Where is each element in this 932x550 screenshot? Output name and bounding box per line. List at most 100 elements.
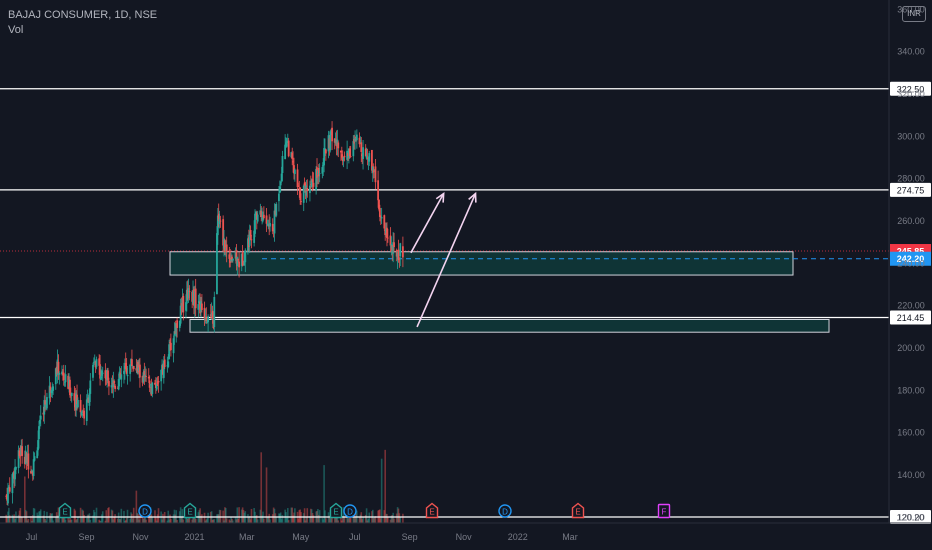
volume-bar (52, 520, 54, 523)
candle-body (340, 150, 342, 153)
candle-body (365, 155, 368, 159)
x-tick-label: 2021 (184, 532, 204, 542)
volume-bar (44, 518, 46, 523)
candle-body (222, 219, 225, 246)
volume-bar (194, 518, 197, 523)
volume-bar (317, 514, 320, 523)
volume-bar (385, 513, 387, 523)
volume-bar (70, 519, 73, 523)
symbol-title[interactable]: BAJAJ CONSUMER, 1D, NSE (8, 9, 158, 21)
candle-body (107, 370, 109, 380)
currency-badge[interactable]: INR (902, 6, 926, 22)
candle-body (286, 141, 288, 143)
level-badge-label: 120.20 (897, 512, 925, 522)
candle-body (337, 142, 340, 149)
candle-body (14, 467, 16, 480)
candle-body (155, 384, 158, 390)
volume-bar (322, 519, 325, 523)
volume-bar (237, 518, 239, 523)
volume-bar (101, 514, 103, 523)
candle-body (143, 370, 146, 378)
candle-body (299, 187, 302, 200)
future-event-marker (657, 503, 671, 519)
candle-body (402, 246, 404, 258)
volume-indicator-label[interactable]: Vol (8, 24, 24, 36)
candle-body (58, 372, 61, 375)
candle-body (76, 394, 78, 405)
candle-body (167, 361, 170, 367)
price-axis[interactable]: 120.00 140.00 160.00 180.00 200.00 220.00 240.… (888, 0, 925, 523)
volume-bar (361, 519, 363, 523)
volume-bar (360, 512, 363, 523)
time-axis[interactable]: Jul Sep Nov 2021 Mar May Jul Sep Nov 2022 Mar (0, 522, 932, 542)
price-badge (890, 251, 931, 266)
volume-bar (5, 514, 7, 523)
volume-bar (33, 508, 36, 523)
volume-bar (389, 519, 392, 523)
volume-bar (166, 520, 169, 523)
volume-bar (108, 507, 110, 523)
candle-body (273, 210, 276, 234)
volume-bar (176, 520, 178, 523)
volume-bar (279, 512, 282, 523)
event-marker-label: E (429, 508, 434, 517)
candle-body (194, 288, 197, 309)
volume-bar (305, 517, 308, 523)
volume-bar (310, 508, 312, 523)
volume-bar (76, 518, 78, 523)
volume-bar (392, 512, 394, 523)
volume-bar (125, 518, 128, 523)
candle-body (296, 169, 299, 187)
candle-body (238, 261, 240, 268)
candle-body (117, 379, 120, 390)
candle-body (147, 376, 150, 379)
volume-bar (249, 519, 252, 523)
volume-bar (397, 508, 400, 523)
candle-body (154, 382, 156, 385)
volume-bar (13, 514, 15, 523)
candle-body (95, 359, 98, 367)
volume-bar (243, 512, 246, 523)
volume-bar (54, 517, 57, 523)
candle-body (340, 154, 343, 158)
volume-bar (89, 519, 92, 523)
volume-bar (337, 520, 340, 523)
event-marker-label: D (347, 508, 353, 517)
volume-bar (67, 516, 69, 523)
volume-bar (8, 515, 11, 523)
candle-body (64, 374, 67, 383)
candle-body (248, 231, 251, 246)
volume-bar (223, 520, 225, 523)
candle-body (37, 440, 39, 451)
candle-body (349, 156, 352, 157)
volume-bar (161, 519, 163, 523)
volume-bar (241, 507, 244, 523)
volume-bar (157, 508, 160, 523)
candle-body (151, 382, 154, 394)
volume-bar (317, 509, 319, 523)
candle-body (311, 179, 314, 183)
candle-body (329, 131, 332, 151)
volume-bar (172, 514, 175, 523)
candle-body (291, 152, 294, 160)
volume-bar (367, 518, 370, 523)
volume-bar (200, 515, 202, 523)
volume-bar (379, 509, 381, 523)
volume-bar (217, 514, 219, 523)
volume-bar (232, 520, 234, 523)
volume-bar (32, 507, 35, 523)
candle-body (213, 296, 216, 328)
volume-bar (192, 516, 194, 523)
candle-body (331, 127, 333, 142)
x-tick-label: Jul (26, 532, 38, 542)
volume-bar (85, 517, 88, 523)
candle-body (172, 338, 175, 354)
annotation-arrows (410, 191, 477, 328)
volume-bar (352, 513, 355, 523)
candle-body (178, 320, 181, 328)
y-tick-label: 340.00 (897, 47, 925, 57)
volume-bar (27, 518, 30, 523)
volume-bar (120, 508, 123, 523)
volume-bar (379, 518, 382, 523)
